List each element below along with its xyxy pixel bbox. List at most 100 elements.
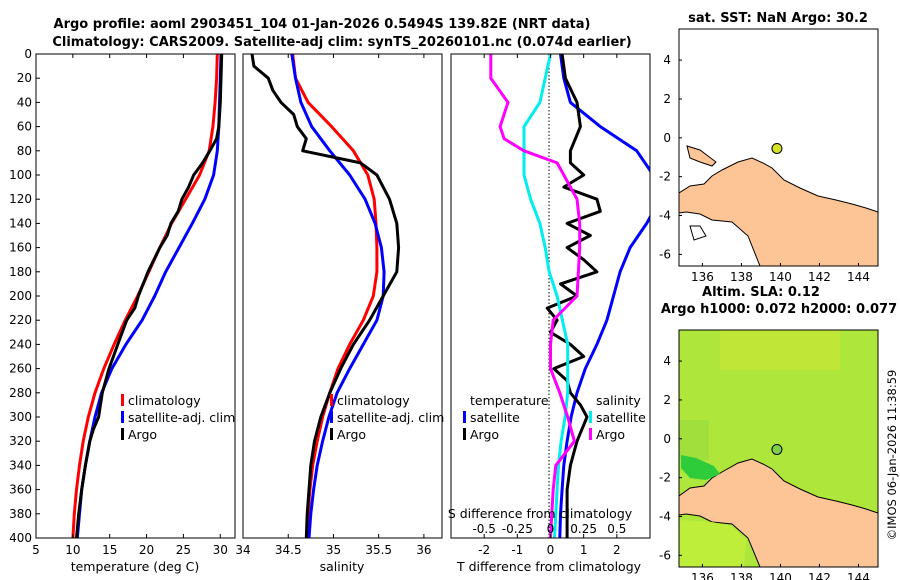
green-coast [681,455,720,480]
x-tick-label: 10 [65,543,80,557]
difference-xlabel: T difference from climatology [456,559,642,574]
temperature-xlabel: temperature (deg C) [71,559,200,574]
map-x-tick-label: 138 [730,270,753,284]
x-tick-label: 20 [139,543,154,557]
sla-patch-north [720,330,840,370]
sla-map-frame [678,329,879,568]
map-y-tick-label: -6 [659,548,671,562]
difference-axes-frame [450,53,651,539]
series-argo [250,54,401,538]
map-y-tick-label: -4 [659,509,671,523]
map-y-tick-label: 2 [663,92,671,106]
x-tick-label: 1 [580,543,588,557]
y-tick-label: 0 [24,47,32,61]
copyright-credit: ©IMOS 06-Jan-2026 11:38:59 [885,370,899,541]
series-argo [75,54,224,538]
island-land [689,225,707,241]
cape-land [686,145,717,167]
series-climatology [71,54,219,538]
sla-map: Altim. SLA: 0.12 Argo h1000: 0.072 h2000… [659,285,897,580]
series-climatology [291,54,379,538]
x-tick-label: 34 [235,543,250,557]
s-tick-label: 0.25 [570,522,597,536]
map-x-tick-label: 144 [847,270,870,284]
temperature-legend: climatology satellite-adj. clim Argo [121,393,235,442]
legend-label-satellite-adj: satellite-adj. clim [337,410,444,425]
sla-patch-west [679,420,709,460]
legend-swatch-argo [330,428,333,440]
legend-label-t-satellite: satellite [470,410,520,425]
map-y-tick-label: 4 [663,354,671,368]
map-y-tick-label: -2 [659,170,671,184]
series-s-argo [489,54,582,538]
series-satellite-adj-clim [75,54,223,538]
sla-map-title-line1: Altim. SLA: 0.12 [702,285,820,300]
argo-location-marker [771,443,783,455]
s-tick-label: 0.5 [607,522,626,536]
legend-label-climatology: climatology [128,393,201,408]
map-x-tick-label: 140 [769,571,792,580]
x-tick-label: 15 [102,543,117,557]
legend-swatch-s-satellite [589,411,592,423]
legend-swatch-satellite [121,411,124,423]
series-satellite-adj-clim [290,54,386,538]
x-tick-label: 35 [326,543,341,557]
y-tick-label: 220 [9,313,32,327]
legend-swatch-s-argo [589,428,592,440]
y-tick-label: 80 [17,144,32,158]
difference-legend: temperature salinity satellite Argo sate… [463,393,646,442]
y-tick-label: 100 [9,168,32,182]
y-tick-label: 160 [9,241,32,255]
salinity-axes-frame [242,53,443,539]
s-tick-label: -0.5 [472,522,495,536]
argo-location-marker [771,142,783,154]
s-tick-label: 0 [547,522,555,536]
s-difference-label: S difference from climatology [448,506,633,521]
new-guinea-land [679,157,878,266]
map-x-tick-label: 142 [808,270,831,284]
y-tick-label: 380 [9,507,32,521]
legend-label-argo: Argo [128,427,157,442]
legend-label-climatology: climatology [337,393,410,408]
x-tick-label: 36 [416,543,431,557]
salinity-legend: climatology satellite-adj. clim Argo [330,393,444,442]
difference-panel: -2 -1 0 1 2 -0.5 -0.25 0 0.25 0.5 T difference fr… [448,53,651,574]
legend-label-s-satellite: satellite [596,410,646,425]
legend-swatch-t-argo [463,428,466,440]
legend-label-argo: Argo [337,427,366,442]
y-tick-label: 300 [9,410,32,424]
legend-label-satellite-adj: satellite-adj. clim [128,410,235,425]
series-s-satellite [522,54,570,538]
sla-map-title-line2: Argo h1000: 0.072 h2000: 0.077 [661,302,897,317]
legend-swatch-argo [121,428,124,440]
y-tick-label: 320 [9,434,32,448]
x-tick-label: 30 [213,543,228,557]
x-tick-label: 34.5 [275,543,302,557]
s-tick-label: -0.25 [502,522,533,536]
sst-map-frame [678,28,879,267]
y-tick-label: 140 [9,216,32,230]
legend-title-salinity: salinity [596,393,641,408]
legend-swatch-climatology [330,394,333,406]
x-tick-label: -2 [478,543,490,557]
map-y-tick-label: 0 [663,131,671,145]
salinity-panel: 34 34.5 35 35.5 36 salinity climatology sate… [235,53,444,574]
series-t-satellite [558,54,650,538]
x-tick-label: 35.5 [365,543,392,557]
temperature-panel: 5 10 15 20 25 3002040608010012014016018020022… [9,47,236,574]
map-y-tick-label: -6 [659,247,671,261]
y-tick-label: 360 [9,483,32,497]
x-tick-label: -1 [511,543,523,557]
legend-label-s-argo: Argo [596,427,625,442]
x-tick-label: 5 [32,543,40,557]
x-tick-label: 0 [547,543,555,557]
map-y-tick-label: 4 [663,53,671,67]
y-tick-label: 280 [9,386,32,400]
legend-swatch-t-satellite [463,411,466,423]
y-tick-label: 200 [9,289,32,303]
y-tick-label: 60 [17,120,32,134]
map-y-tick-label: 2 [663,393,671,407]
y-tick-label: 260 [9,362,32,376]
map-y-tick-label: 0 [663,432,671,446]
